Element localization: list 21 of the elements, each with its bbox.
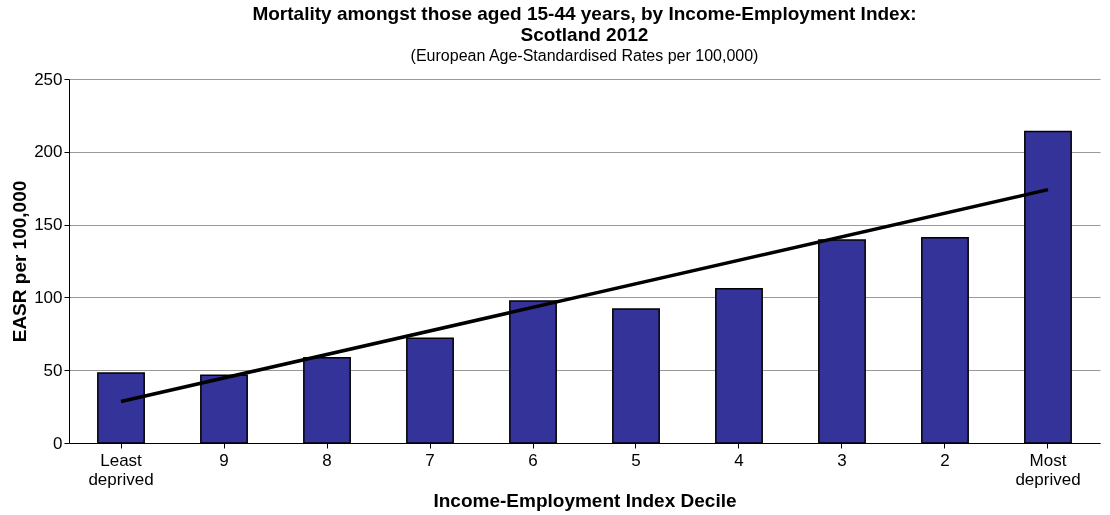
y-tick-label: 50	[43, 360, 63, 380]
chart-subtitle: (European Age-Standardised Rates per 100,000)	[410, 47, 759, 64]
y-tick-label: 100	[34, 287, 63, 307]
text: Mortality amongst those aged 15-44 years, by Income-Employment Index:	[252, 3, 917, 24]
y-tick-label: 150	[34, 215, 63, 235]
y-tick-label: 250	[34, 69, 63, 89]
x-tick-label: Most deprived	[1015, 450, 1081, 489]
x-axis-title: Income-Employment Index Decile	[433, 489, 737, 511]
text: Scotland 2012	[520, 24, 649, 45]
x-tick-label: 3	[837, 450, 847, 470]
x-tick-label: 4	[734, 450, 744, 470]
x-tick-label: 5	[631, 450, 641, 470]
y-tick-label: 0	[53, 433, 63, 453]
x-tick-label: 2	[940, 450, 950, 470]
x-tick-label: 7	[425, 450, 435, 470]
x-tick-label: 8	[322, 450, 332, 470]
x-tick-label: Least deprived	[88, 450, 154, 489]
y-tick-label: 200	[34, 142, 63, 162]
y-axis-title: EASR per 100,000	[9, 180, 31, 343]
x-tick-label: 6	[528, 450, 538, 470]
x-tick-label: 9	[219, 450, 229, 470]
